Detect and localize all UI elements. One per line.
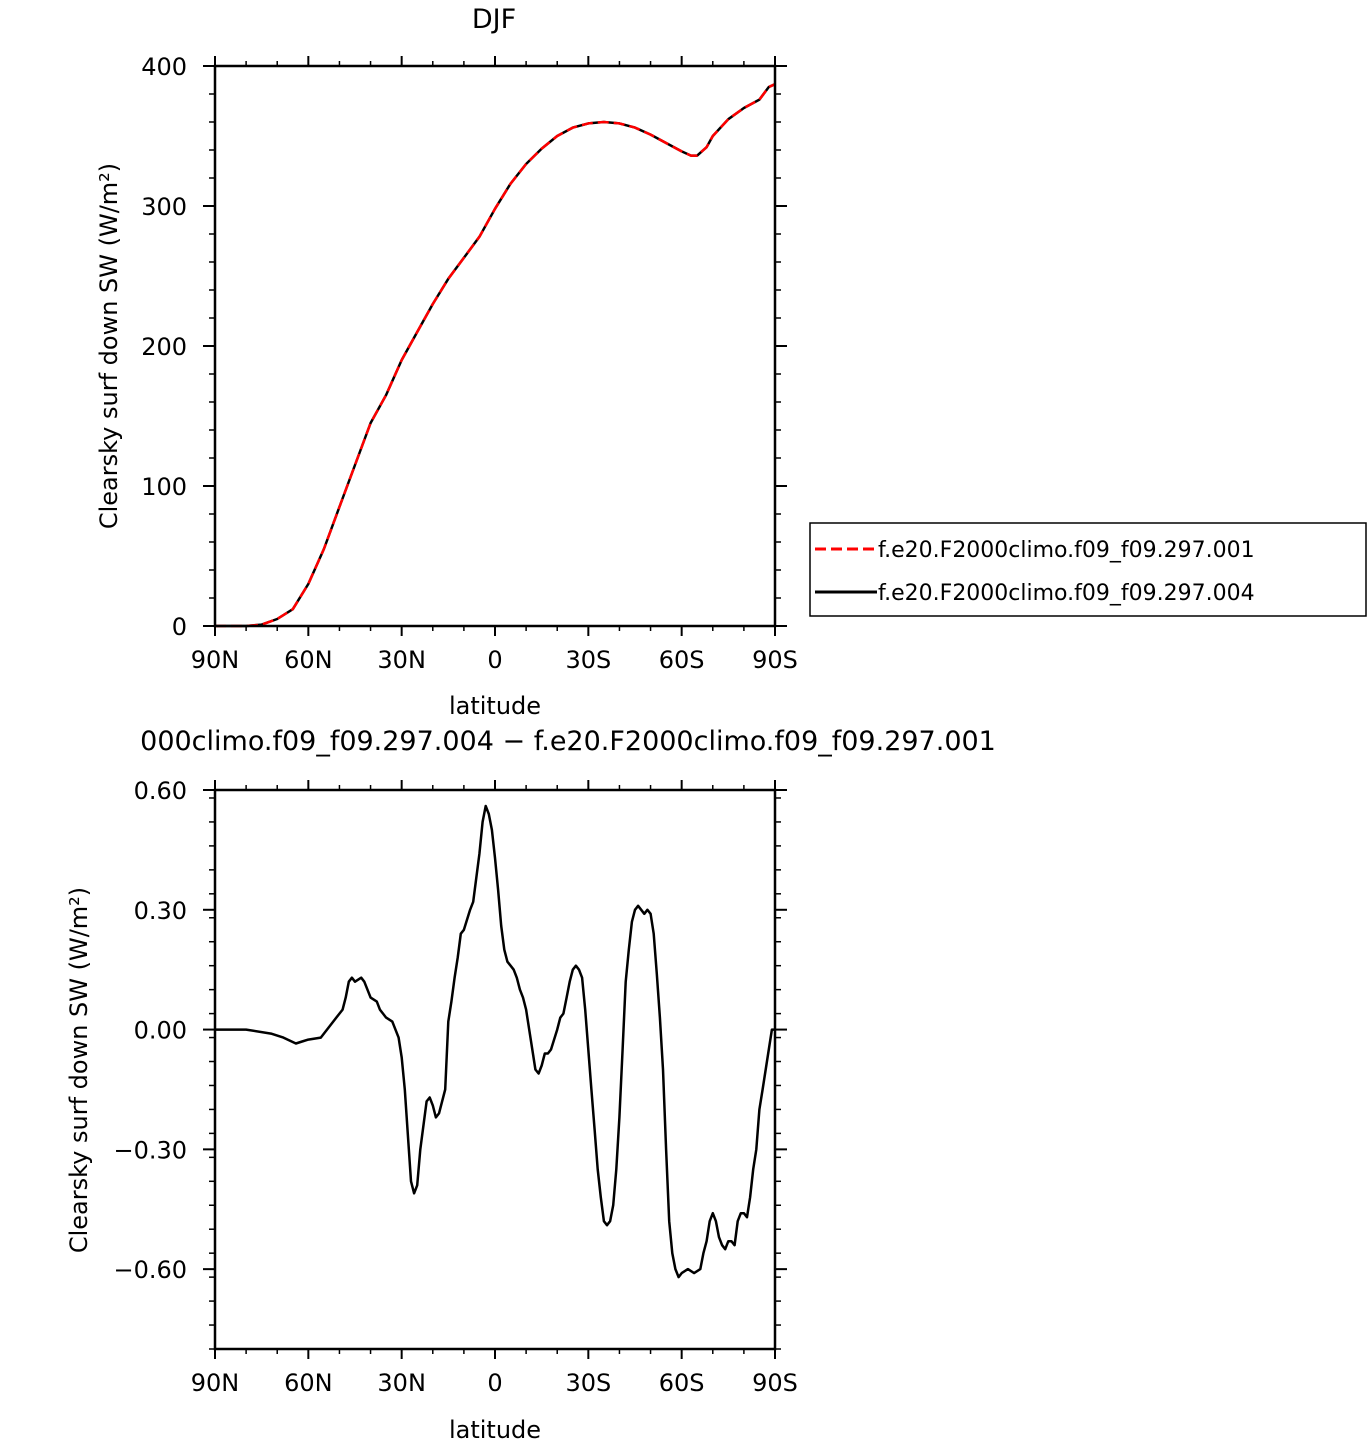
series-line-1: [215, 804, 775, 1279]
y-tick-label: 0: [172, 613, 187, 641]
x-tick-label: 30N: [377, 1369, 426, 1397]
legend-box: [809, 522, 1367, 617]
x-tick-label: 60N: [284, 1369, 333, 1397]
y-tick-label: 0.30: [134, 897, 187, 925]
x-tick-label: 90S: [752, 1369, 798, 1397]
legend-label-004: f.e20.F2000climo.f09_f09.297.004: [878, 581, 1255, 606]
bottom-chart-panel: 000climo.f09_f09.297.004 − f.e20.F2000cl…: [65, 726, 996, 1444]
y-tick-label: 0.00: [134, 1017, 187, 1045]
legend: f.e20.F2000climo.f09_f09.297.001 f.e20.F…: [809, 522, 1367, 617]
top-plot-frame: [213, 64, 777, 628]
top-chart-panel: DJF 90N 60N 30N 0 30S 60S 90S 0 100 200 300 400 lat…: [95, 4, 1367, 720]
y-tick-label: 300: [141, 193, 187, 221]
y-tick-label: 400: [141, 53, 187, 81]
bottom-x-axis-label: latitude: [449, 1416, 541, 1444]
x-tick-label: 60N: [284, 646, 333, 674]
x-tick-label: 90N: [191, 1369, 240, 1397]
top-y-axis-label: Clearsky surf down SW (W/m²): [95, 163, 123, 529]
bottom-y-axis-label: Clearsky surf down SW (W/m²): [65, 887, 93, 1253]
y-tick-label: 100: [141, 473, 187, 501]
y-tick-label: −0.30: [113, 1136, 187, 1164]
y-tick-label: 0.60: [134, 777, 187, 805]
bottom-chart-title: 000climo.f09_f09.297.004 − f.e20.F2000cl…: [140, 726, 996, 757]
top-chart-title: DJF: [472, 4, 516, 35]
bottom-plot-frame: [213, 788, 777, 1351]
x-tick-label: 0: [487, 1369, 502, 1397]
top-x-axis-label: latitude: [449, 692, 541, 720]
series-line-1: [215, 83, 776, 628]
x-tick-label: 90S: [752, 646, 798, 674]
series-line-2: [215, 83, 776, 628]
x-tick-label: 30N: [377, 646, 426, 674]
y-tick-label: −0.60: [113, 1256, 187, 1284]
x-tick-label: 60S: [659, 1369, 705, 1397]
x-tick-label: 30S: [565, 646, 611, 674]
y-tick-label: 200: [141, 333, 187, 361]
x-tick-label: 60S: [659, 646, 705, 674]
x-tick-label: 0: [487, 646, 502, 674]
legend-label-001: f.e20.F2000climo.f09_f09.297.001: [878, 538, 1255, 563]
x-tick-label: 30S: [565, 1369, 611, 1397]
x-tick-label: 90N: [191, 646, 240, 674]
